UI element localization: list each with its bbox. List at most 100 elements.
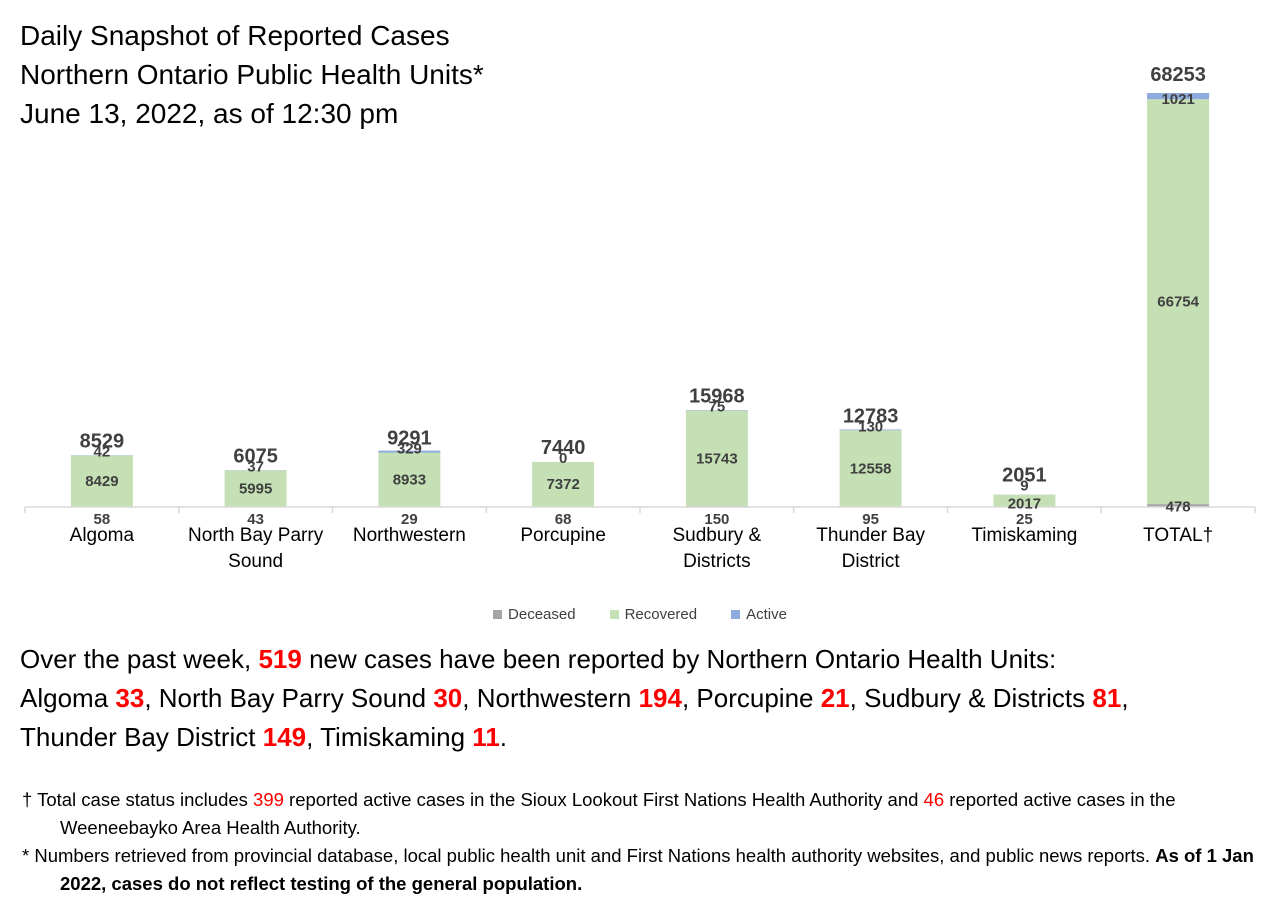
x-tick-label: Districts xyxy=(683,551,751,572)
data-label-total: 6075 xyxy=(233,445,278,467)
legend-label-active: Active xyxy=(746,606,787,623)
data-label-recovered: 8429 xyxy=(85,473,118,490)
title-line-1: Daily Snapshot of Reported Cases xyxy=(20,20,450,51)
legend-swatch-deceased xyxy=(493,610,503,619)
data-label-active: 75 xyxy=(709,399,726,416)
data-label-total: 15968 xyxy=(689,386,745,408)
x-tick-label: Sudbury & xyxy=(673,525,762,546)
data-label-total: 12783 xyxy=(843,405,899,427)
data-label-total: 9291 xyxy=(387,428,432,450)
data-label-deceased: 68 xyxy=(555,511,572,528)
footnote-star-text: * Numbers retrieved from provincial data… xyxy=(22,845,1156,866)
footnote-dagger-text-a: † Total case status includes xyxy=(22,789,254,810)
summary-separator: , xyxy=(1121,683,1129,713)
legend-label-deceased: Deceased xyxy=(508,606,576,623)
data-label-recovered: 7372 xyxy=(546,476,579,493)
weekly-summary: Over the past week, 519 new cases have b… xyxy=(20,640,1270,757)
chart-legend: Deceased Recovered Active xyxy=(0,606,1280,623)
summary-unit-count: 194 xyxy=(638,683,682,713)
data-label-recovered: 5995 xyxy=(239,481,272,498)
x-tick-label: Northwestern xyxy=(353,525,466,546)
data-label-active: 130 xyxy=(858,418,883,435)
summary-intro-a: Over the past week, xyxy=(20,644,259,674)
summary-unit-name: Northwestern xyxy=(476,683,639,713)
summary-unit-count: 81 xyxy=(1092,683,1122,713)
data-label-deceased: 25 xyxy=(1016,511,1033,528)
footnote-dagger-text-b: reported active cases in the Sioux Looko… xyxy=(283,789,924,810)
legend-item-deceased: Deceased xyxy=(493,606,576,623)
legend-swatch-recovered xyxy=(609,610,619,619)
footnotes: † Total case status includes 399 reporte… xyxy=(22,786,1272,898)
data-label-recovered: 12558 xyxy=(850,460,892,477)
footnote-dagger-text-c: reported active cases in the Weeneebayko… xyxy=(60,789,1176,838)
x-tick-label: Sound xyxy=(228,551,283,572)
bar-segment-recovered xyxy=(993,494,1056,507)
data-label-active: 42 xyxy=(94,444,111,461)
x-tick-label: TOTAL† xyxy=(1143,525,1213,546)
data-label-active: 329 xyxy=(397,441,422,458)
summary-separator: , xyxy=(681,683,697,713)
x-tick-label: Porcupine xyxy=(520,525,606,546)
summary-unit-name: North Bay Parry Sound xyxy=(158,683,434,713)
summary-separator: , xyxy=(849,683,865,713)
legend-label-recovered: Recovered xyxy=(624,606,698,623)
footnote-sioux-lookout-count: 399 xyxy=(253,789,284,810)
footnote-star: * Numbers retrieved from provincial data… xyxy=(22,842,1272,898)
x-tick-label: District xyxy=(842,551,901,572)
legend-item-active: Active xyxy=(731,606,787,623)
data-label-active: 0 xyxy=(559,450,567,467)
bar-segment-recovered xyxy=(839,430,902,507)
data-label-recovered: 2017 xyxy=(1008,496,1041,513)
footnote-weeneebayko-count: 46 xyxy=(923,789,945,810)
summary-separator: , xyxy=(306,722,321,752)
title-line-2: Northern Ontario Public Health Units* xyxy=(20,59,484,90)
bar-segment-recovered xyxy=(1147,99,1210,505)
legend-swatch-active xyxy=(731,610,741,619)
summary-unit-name: Timiskaming xyxy=(320,722,473,752)
data-label-active: 1021 xyxy=(1161,91,1194,108)
summary-unit-name: Algoma xyxy=(20,683,116,713)
summary-unit-name: Sudbury & Districts xyxy=(864,683,1093,713)
x-tick-label: Timiskaming xyxy=(971,525,1077,546)
summary-unit-count: 11 xyxy=(472,722,500,752)
summary-unit-name: Porcupine xyxy=(696,683,821,713)
summary-separator: , xyxy=(462,683,477,713)
data-label-recovered: 66754 xyxy=(1157,294,1199,311)
summary-separator: . xyxy=(499,722,508,752)
data-label-deceased: 150 xyxy=(704,511,729,528)
data-label-recovered: 8933 xyxy=(393,472,426,489)
footnote-dagger: † Total case status includes 399 reporte… xyxy=(22,786,1272,842)
summary-unit-count: 30 xyxy=(433,683,463,713)
data-label-deceased: 478 xyxy=(1166,499,1191,516)
x-tick-label: Thunder Bay xyxy=(816,525,925,546)
summary-separator: , xyxy=(144,683,159,713)
data-label-recovered: 15743 xyxy=(696,450,738,467)
title-line-3: June 13, 2022, as of 12:30 pm xyxy=(20,98,399,129)
data-label-total: 2051 xyxy=(1002,465,1047,487)
data-label-total: 8529 xyxy=(80,431,125,453)
data-label-deceased: 43 xyxy=(247,511,264,528)
x-tick-label: North Bay Parry xyxy=(188,525,324,546)
data-label-active: 37 xyxy=(247,458,264,475)
data-label-deceased: 58 xyxy=(94,511,111,528)
bar-segment-recovered xyxy=(378,452,441,507)
data-label-active: 9 xyxy=(1020,478,1028,495)
summary-unit-count: 21 xyxy=(820,683,850,713)
data-label-total: 68253 xyxy=(1150,64,1206,86)
summary-total-new: 519 xyxy=(258,644,302,674)
x-tick-label: Algoma xyxy=(70,525,135,546)
bar-segment-deceased xyxy=(1147,504,1210,507)
summary-unit-name: Thunder Bay District xyxy=(20,722,263,752)
summary-unit-count: 149 xyxy=(262,722,307,752)
data-label-deceased: 95 xyxy=(862,511,879,528)
bar-segment-recovered xyxy=(70,455,133,507)
legend-item-recovered: Recovered xyxy=(609,606,698,623)
summary-intro-b: new cases have been reported by Northern… xyxy=(301,644,1057,674)
bar-segment-recovered xyxy=(224,470,287,507)
chart-title: Daily Snapshot of Reported Cases Norther… xyxy=(20,16,484,133)
footnote-star-bold-text: As of 1 Jan 2022, cases do not reflect t… xyxy=(60,845,1254,894)
bar-segment-active xyxy=(839,429,902,431)
bar-segment-recovered xyxy=(532,461,595,507)
data-label-total: 7440 xyxy=(541,437,586,459)
